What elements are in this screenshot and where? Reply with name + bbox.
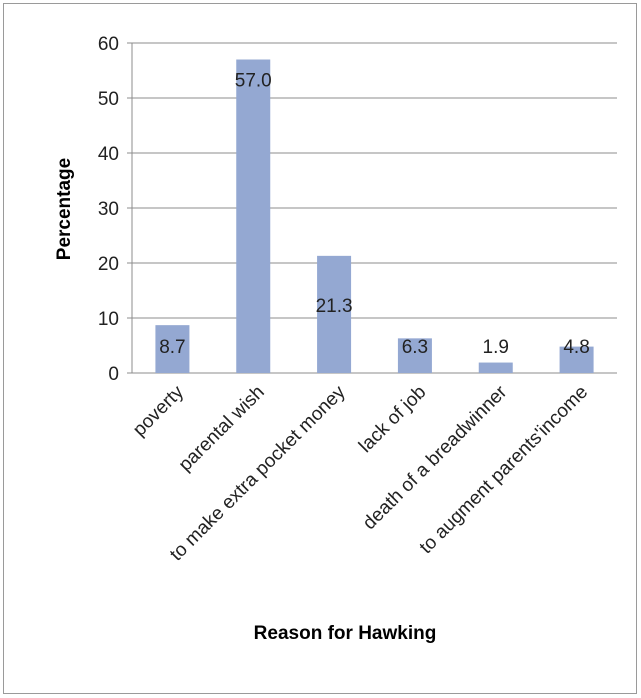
y-tick-label: 50 — [98, 89, 119, 110]
data-label: 57.0 — [235, 71, 272, 92]
gridlines — [127, 42, 617, 374]
x-tick-label: to make extra pocket money — [166, 381, 350, 565]
y-tick-label: 0 — [108, 364, 119, 385]
x-tick-label: poverty — [129, 381, 188, 440]
y-tick-label: 10 — [98, 309, 119, 330]
data-label: 1.9 — [483, 337, 509, 358]
data-label: 6.3 — [402, 337, 428, 358]
bar — [155, 325, 190, 373]
x-axis-title: Reason for Hawking — [254, 623, 437, 644]
data-label: 8.7 — [159, 337, 185, 358]
data-label: 4.8 — [563, 337, 589, 358]
y-tick-label: 30 — [98, 199, 119, 220]
x-tick-label: death of a breadwinner — [359, 381, 512, 534]
bar — [317, 255, 352, 373]
bar — [559, 346, 594, 373]
x-tick-label: lack of job — [355, 382, 430, 457]
bar — [397, 338, 432, 373]
data-labels: 8.7 57.0 21.3 6.3 1.9 4.8 — [159, 71, 590, 359]
y-axis-title: Percentage — [54, 158, 75, 260]
y-tick-label: 20 — [98, 254, 119, 275]
x-tick-label: to augment parents'income — [416, 382, 592, 558]
y-axis-ticks: 0 10 20 30 40 50 60 — [98, 34, 119, 385]
bar — [478, 362, 513, 373]
data-label: 21.3 — [316, 296, 353, 317]
y-tick-label: 40 — [98, 144, 119, 165]
bar-series — [155, 59, 594, 373]
bar — [236, 59, 271, 373]
y-tick-label: 60 — [98, 34, 119, 55]
